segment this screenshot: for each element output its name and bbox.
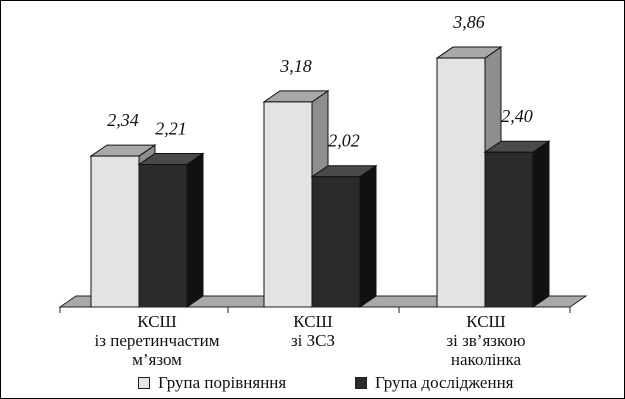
legend-label-series-0: Група порівняння xyxy=(158,373,287,392)
category-label-0: КСШ із перетинчастим м’язом xyxy=(77,312,237,369)
legend-swatch-series-0 xyxy=(138,377,150,389)
category-label-2: КСШ зі зв’язкою наколінка xyxy=(406,312,566,369)
x-axis xyxy=(59,306,571,313)
bar-front-2-0 xyxy=(436,57,486,308)
legend-swatch-series-1 xyxy=(355,377,367,389)
bar-side-2-1 xyxy=(532,140,550,308)
bar-side-1-1 xyxy=(359,164,377,308)
bar-1-1 xyxy=(310,164,378,308)
value-label-2-0: 3,86 xyxy=(452,12,485,32)
chart-bars xyxy=(89,46,551,308)
legend-item-series-1: Група дослідження xyxy=(355,373,513,393)
value-label-2-1: 2,40 xyxy=(501,106,533,126)
value-label-1-1: 2,02 xyxy=(328,131,360,151)
category-label-1: КСШ зі ЗСЗ xyxy=(233,312,393,350)
bar-side-0-1 xyxy=(186,152,204,308)
category-label-line: КСШ xyxy=(137,312,177,331)
legend: Група порівняння Група дослідження xyxy=(0,373,625,397)
category-label-line: із перетинчастим xyxy=(94,331,220,350)
bar-2-1 xyxy=(483,140,551,308)
bar-front-1-0 xyxy=(263,101,313,308)
bar-0-1 xyxy=(137,152,205,308)
category-label-line: наколінка xyxy=(450,350,522,369)
legend-item-series-0: Група порівняння xyxy=(138,373,286,393)
category-label-line: м’язом xyxy=(132,350,182,369)
value-label-1-0: 3,18 xyxy=(279,56,312,76)
category-label-line: зі зв’язкою xyxy=(446,331,526,350)
bar-front-0-0 xyxy=(90,155,140,308)
bar-front-1-1 xyxy=(311,176,361,308)
legend-label-series-1: Група дослідження xyxy=(375,373,514,392)
value-labels: 2,34 2,21 3,18 2,02 3,86 2,40 xyxy=(107,12,533,151)
value-label-0-1: 2,21 xyxy=(155,118,187,138)
category-label-line: КСШ xyxy=(293,312,333,331)
bar-front-0-1 xyxy=(138,163,188,308)
bar-front-2-1 xyxy=(484,151,534,308)
value-label-0-0: 2,34 xyxy=(107,110,139,130)
category-label-line: зі ЗСЗ xyxy=(290,331,336,350)
category-label-line: КСШ xyxy=(466,312,506,331)
